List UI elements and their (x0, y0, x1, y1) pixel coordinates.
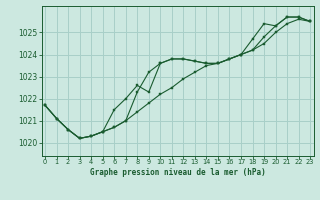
X-axis label: Graphe pression niveau de la mer (hPa): Graphe pression niveau de la mer (hPa) (90, 168, 266, 177)
